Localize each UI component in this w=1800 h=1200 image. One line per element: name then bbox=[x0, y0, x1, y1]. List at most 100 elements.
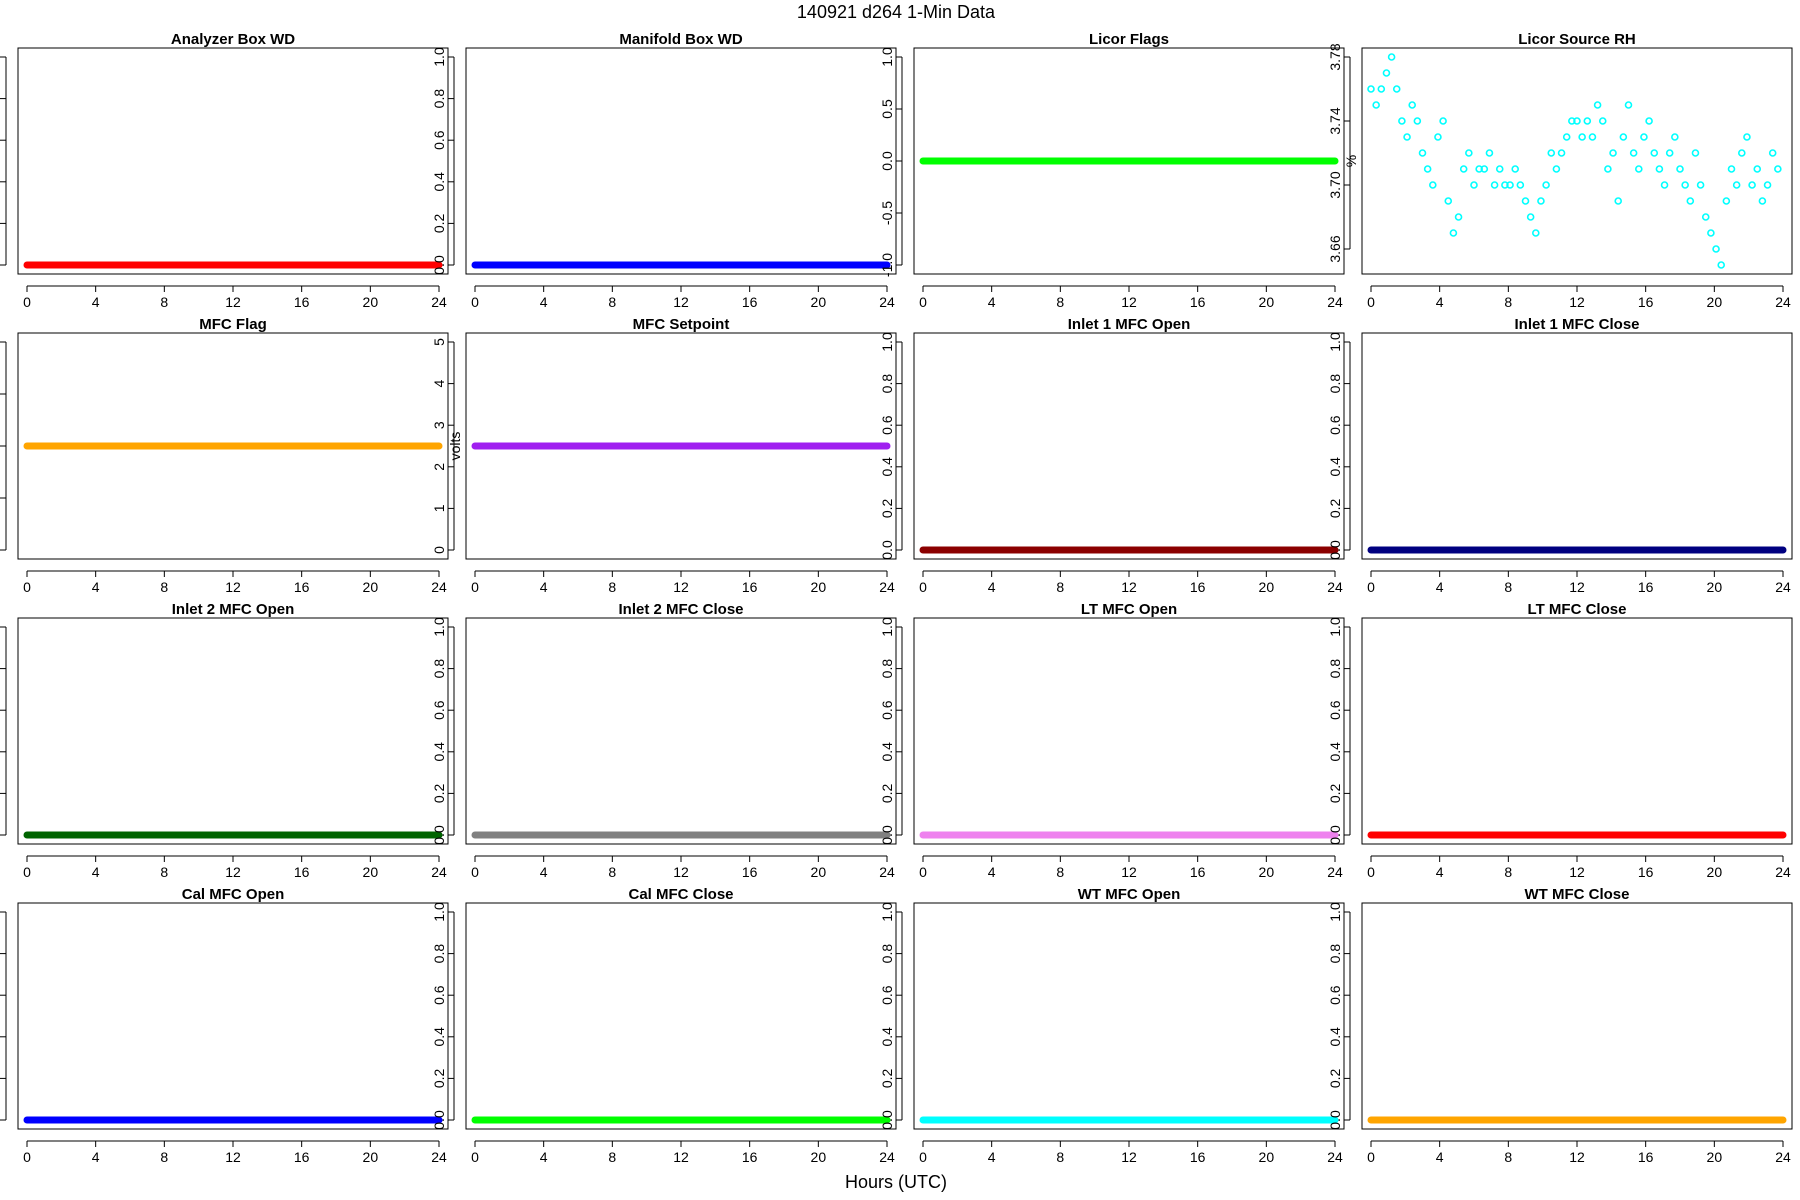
panel-title: MFC Flag bbox=[199, 316, 267, 333]
x-tick-label: 16 bbox=[1638, 294, 1654, 310]
x-tick-label: 20 bbox=[811, 579, 827, 595]
data-point bbox=[1501, 181, 1509, 189]
panel-title: Manifold Box WD bbox=[619, 31, 742, 48]
x-tick-label: 24 bbox=[879, 294, 895, 310]
plot-frame bbox=[1361, 902, 1793, 1130]
y-tick-label: 0.0 bbox=[1327, 1110, 1343, 1130]
data-point bbox=[1696, 181, 1705, 189]
panel-2: Licor Flags 0 4 8 12 16 20 24 -1.0 -0.5 0.0 0.5 1.0 bbox=[879, 31, 1345, 310]
y-tick-label: 2 bbox=[431, 463, 447, 471]
x-tick-label: 12 bbox=[225, 579, 241, 595]
x-tick-label: 8 bbox=[1056, 864, 1064, 880]
y-tick-label: -0.5 bbox=[879, 201, 895, 225]
x-tick-label: 16 bbox=[294, 864, 310, 880]
data-point bbox=[1459, 165, 1468, 173]
y-tick-label: 0.2 bbox=[1327, 783, 1343, 803]
x-tick-label: 12 bbox=[225, 294, 241, 310]
x-tick-label: 12 bbox=[1569, 294, 1585, 310]
data-point bbox=[1738, 149, 1746, 157]
y-tick-label: 1.0 bbox=[879, 617, 895, 637]
x-tick-label: 20 bbox=[1707, 579, 1723, 595]
x-tick-label: 16 bbox=[1638, 579, 1654, 595]
y-tick-label: 0.4 bbox=[1327, 457, 1343, 477]
y-tick-label: 1.0 bbox=[1327, 617, 1343, 637]
panel-title: Inlet 2 MFC Close bbox=[618, 601, 743, 618]
y-tick-label: 5 bbox=[431, 338, 447, 346]
x-tick-label: 0 bbox=[23, 1149, 31, 1165]
y-tick-label: 1.0 bbox=[879, 47, 895, 67]
panel-title: Cal MFC Open bbox=[182, 886, 285, 903]
x-tick-label: 8 bbox=[160, 864, 168, 880]
y-tick-label: 0.6 bbox=[879, 700, 895, 720]
y-tick-label: 0.6 bbox=[431, 130, 447, 150]
data-point bbox=[1557, 149, 1566, 157]
data-point bbox=[1392, 85, 1401, 93]
x-tick-label: 16 bbox=[1190, 864, 1206, 880]
data-point bbox=[1588, 133, 1597, 141]
data-point bbox=[1418, 149, 1427, 157]
x-tick-label: 20 bbox=[363, 864, 379, 880]
y-tick-label: 0.4 bbox=[1327, 1027, 1343, 1047]
x-tick-label: 12 bbox=[1569, 864, 1585, 880]
panel-title: Inlet 1 MFC Close bbox=[1514, 316, 1639, 333]
data-point bbox=[1624, 101, 1633, 109]
x-tick-label: 0 bbox=[471, 294, 479, 310]
x-tick-label: 4 bbox=[988, 294, 996, 310]
x-tick-label: 4 bbox=[988, 579, 996, 595]
x-tick-label: 4 bbox=[1436, 864, 1444, 880]
x-tick-label: 24 bbox=[1775, 864, 1791, 880]
data-point bbox=[1449, 229, 1458, 237]
data-point bbox=[1444, 197, 1453, 205]
plot-frame bbox=[913, 47, 1345, 275]
y-tick-label: 1.0 bbox=[431, 47, 447, 67]
data-point bbox=[1732, 181, 1741, 189]
data-point bbox=[1665, 149, 1674, 157]
plot-frame bbox=[1361, 47, 1793, 275]
y-tick-label: 0.6 bbox=[879, 415, 895, 435]
data-point bbox=[1686, 197, 1695, 205]
panel-8: Inlet 2 MFC Open 0 4 8 12 16 20 24 0.0 0.2 0.4 0.6 0… bbox=[0, 601, 449, 880]
x-tick-label: 24 bbox=[1775, 294, 1791, 310]
panel-11: LT MFC Close 0 4 8 12 16 20 24 0.0 0.2 0.4 0.6 0.8 1.… bbox=[1327, 601, 1793, 880]
x-tick-label: 24 bbox=[431, 864, 447, 880]
plot-frame bbox=[17, 47, 449, 275]
data-point bbox=[1748, 181, 1756, 189]
x-tick-label: 12 bbox=[225, 1149, 241, 1165]
x-tick-label: 24 bbox=[1327, 579, 1343, 595]
y-tick-label: 0.8 bbox=[1327, 374, 1343, 394]
y-tick-label: 0.6 bbox=[431, 985, 447, 1005]
panel-0: Analyzer Box WD 0 4 8 12 16 20 24 0.0 0.2 0.4 0.6 0.… bbox=[0, 31, 449, 310]
x-tick-label: 12 bbox=[1121, 579, 1137, 595]
data-point bbox=[1758, 197, 1767, 205]
plot-frame bbox=[913, 332, 1345, 560]
data-point bbox=[1712, 245, 1720, 253]
x-tick-label: 8 bbox=[608, 864, 616, 880]
x-tick-label: 20 bbox=[1707, 294, 1723, 310]
y-tick-label: 0.0 bbox=[879, 1110, 895, 1130]
data-point bbox=[1434, 133, 1442, 141]
x-tick-label: 4 bbox=[540, 864, 548, 880]
x-tick-label: 20 bbox=[1259, 864, 1275, 880]
panel-7: Inlet 1 MFC Close 0 4 8 12 16 20 24 0.0 0.2 0.4 0.6… bbox=[1327, 316, 1793, 595]
figure-title: 140921 d264 1-Min Data bbox=[797, 2, 996, 22]
x-tick-label: 0 bbox=[919, 1149, 927, 1165]
plot-frame bbox=[913, 902, 1345, 1130]
x-tick-label: 16 bbox=[742, 864, 758, 880]
data-point bbox=[1367, 85, 1375, 93]
panel-title: Licor Flags bbox=[1089, 31, 1169, 48]
y-tick-label: 0.8 bbox=[431, 659, 447, 679]
y-tick-label: 0.2 bbox=[1327, 1068, 1343, 1088]
data-point bbox=[1495, 165, 1504, 173]
plot-frame bbox=[465, 902, 897, 1130]
x-tick-label: 8 bbox=[1504, 1149, 1512, 1165]
data-point bbox=[1475, 165, 1483, 173]
y-tick-label: 1.0 bbox=[1327, 902, 1343, 922]
x-tick-label: 20 bbox=[363, 294, 379, 310]
plot-frame bbox=[465, 617, 897, 845]
y-tick-label: 1.0 bbox=[879, 902, 895, 922]
x-tick-label: 20 bbox=[1259, 579, 1275, 595]
x-tick-label: 0 bbox=[919, 579, 927, 595]
x-tick-label: 20 bbox=[1259, 294, 1275, 310]
